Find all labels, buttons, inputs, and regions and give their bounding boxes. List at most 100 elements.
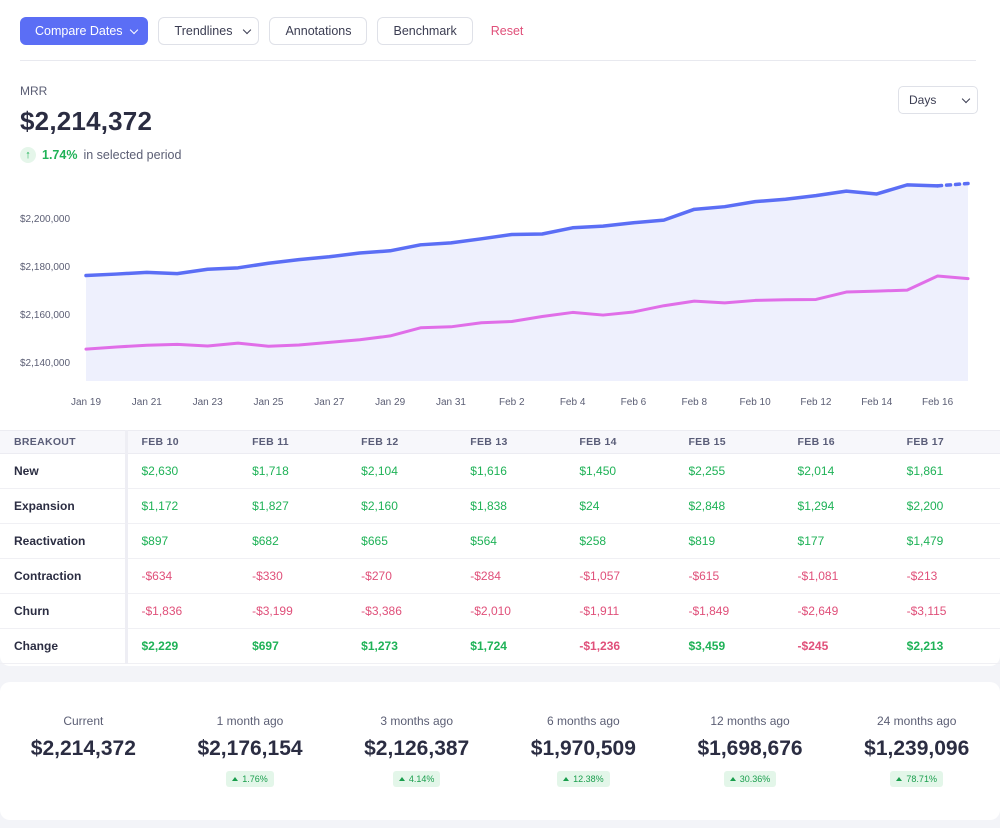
column-header: FEB 10: [141, 436, 179, 448]
reset-button[interactable]: Reset: [482, 17, 532, 45]
stat-3-months: 3 months ago $2,126,387 4.14%: [333, 682, 500, 820]
series-line-previous-period: [84, 274, 970, 351]
x-tick-label: Feb 6: [621, 397, 647, 408]
stat-1-month: 1 month ago $2,176,154 1.76%: [167, 682, 334, 820]
table-cell: $1,479: [892, 523, 1000, 559]
interval-select[interactable]: Days: [898, 86, 978, 114]
table-cell: $897: [126, 523, 239, 559]
growth-value: 12.38%: [573, 774, 604, 784]
table-cell: $1,724: [456, 628, 566, 664]
x-tick-label: Jan 23: [193, 397, 223, 408]
mrr-line-chart: $2,140,000 $2,160,000 $2,180,000 $2,200,000…: [20, 181, 970, 408]
stat-value: $2,176,154: [197, 737, 303, 760]
table-cell: $3,459: [674, 628, 784, 664]
x-tick-label: Feb 12: [800, 397, 832, 408]
stat-24-months: 24 months ago $1,239,096 78.71%: [833, 682, 1000, 820]
table-cell: $2,255: [674, 453, 784, 489]
table-cell: $2,014: [783, 453, 893, 489]
series-line-mrr-forecast: [935, 181, 970, 188]
triangle-up-icon: [896, 777, 903, 781]
table-cell: $697: [238, 628, 348, 664]
row-label: Contraction: [0, 558, 128, 594]
growth-value: 78.71%: [906, 774, 937, 784]
mrr-card: Compare Dates Trendlines Annotations Ben…: [0, 0, 1000, 666]
x-tick-label: Jan 25: [253, 397, 283, 408]
y-tick-label: $2,140,000: [20, 358, 70, 369]
benchmark-button[interactable]: Benchmark: [377, 17, 473, 45]
growth-badge: 4.14%: [392, 771, 441, 787]
stat-label: 24 months ago: [877, 714, 957, 728]
triangle-up-icon: [398, 777, 405, 781]
row-label: Reactivation: [0, 523, 128, 559]
table-cell: $258: [565, 523, 675, 559]
annotations-button[interactable]: Annotations: [269, 17, 368, 45]
table-cell: $1,616: [456, 453, 566, 489]
growth-value: 1.76%: [242, 774, 268, 784]
table-cell: $2,630: [126, 453, 239, 489]
column-header: FEB 14: [579, 436, 617, 448]
trendlines-dropdown[interactable]: Trendlines: [157, 17, 260, 45]
table-row: Churn -$1,836 -$3,199 -$3,386 -$2,010 -$…: [0, 593, 1000, 629]
table-cell: -$615: [674, 558, 784, 594]
table-cell: $1,718: [238, 453, 348, 489]
growth-badge: 1.76%: [226, 771, 274, 787]
column-header: FEB 13: [470, 436, 508, 448]
row-label: New: [0, 453, 128, 489]
table-cell: $819: [674, 523, 784, 559]
x-tick-label: Feb 4: [560, 397, 586, 408]
breakout-header: BREAKOUT: [0, 430, 128, 454]
x-tick-label: Jan 27: [314, 397, 344, 408]
table-cell: $2,229: [126, 628, 239, 664]
table-cell: $177: [783, 523, 893, 559]
metric-label: MRR: [20, 84, 48, 98]
table-cell: -$284: [456, 558, 566, 594]
change-text: in selected period: [83, 148, 182, 162]
table-cell: -$3,199: [238, 593, 348, 629]
table-cell: -$330: [238, 558, 348, 594]
compare-dates-button[interactable]: Compare Dates: [20, 17, 148, 45]
chevron-down-icon: [129, 25, 138, 34]
divider: [20, 60, 976, 61]
mrr-area: [86, 183, 968, 381]
stat-label: Current: [63, 714, 104, 728]
table-cell: -$3,115: [892, 593, 1000, 629]
stat-label: 12 months ago: [710, 714, 790, 728]
change-percent: 1.74%: [42, 148, 78, 162]
table-cell: -$1,849: [674, 593, 784, 629]
y-tick-label: $2,160,000: [20, 310, 70, 321]
table-cell: $1,827: [238, 488, 348, 524]
column-header: FEB 12: [361, 436, 399, 448]
table-cell: -$270: [347, 558, 457, 594]
table-cell: -$634: [126, 558, 239, 594]
table-row: Expansion $1,172 $1,827 $2,160 $1,838 $2…: [0, 488, 1000, 524]
stat-value: $2,214,372: [30, 737, 136, 760]
stat-value: $1,698,676: [697, 737, 803, 760]
table-cell: $1,838: [456, 488, 566, 524]
table-cell: $564: [456, 523, 566, 559]
x-tick-label: Jan 31: [436, 397, 466, 408]
chevron-down-icon: [243, 25, 252, 34]
table-cell: $1,294: [783, 488, 893, 524]
table-cell: -$1,057: [565, 558, 675, 594]
stat-12-months: 12 months ago $1,698,676 30.36%: [667, 682, 834, 820]
table-cell: -$245: [783, 628, 893, 664]
table-cell: $1,861: [892, 453, 1000, 489]
x-tick-label: Feb 16: [922, 397, 954, 408]
row-label: Change: [0, 628, 128, 664]
growth-value: 4.14%: [408, 774, 435, 784]
table-row: Contraction -$634 -$330 -$270 -$284 -$1,…: [0, 558, 1000, 594]
column-header: FEB 15: [688, 436, 726, 448]
y-tick-label: $2,180,000: [20, 262, 70, 273]
x-tick-label: Feb 8: [681, 397, 707, 408]
table-cell: $2,848: [674, 488, 784, 524]
metric-value: $2,214,372: [20, 106, 153, 136]
table-cell: -$3,386: [347, 593, 457, 629]
historical-stats: Current $2,214,372 1 month ago $2,176,15…: [0, 682, 1000, 820]
table-cell: $682: [238, 523, 348, 559]
growth-value: 30.36%: [739, 774, 771, 784]
table-cell: -$213: [892, 558, 1000, 594]
series-line-mrr: [84, 183, 940, 278]
table-cell: $1,172: [126, 488, 239, 524]
x-tick-label: Feb 14: [861, 397, 893, 408]
x-tick-label: Jan 29: [375, 397, 405, 408]
